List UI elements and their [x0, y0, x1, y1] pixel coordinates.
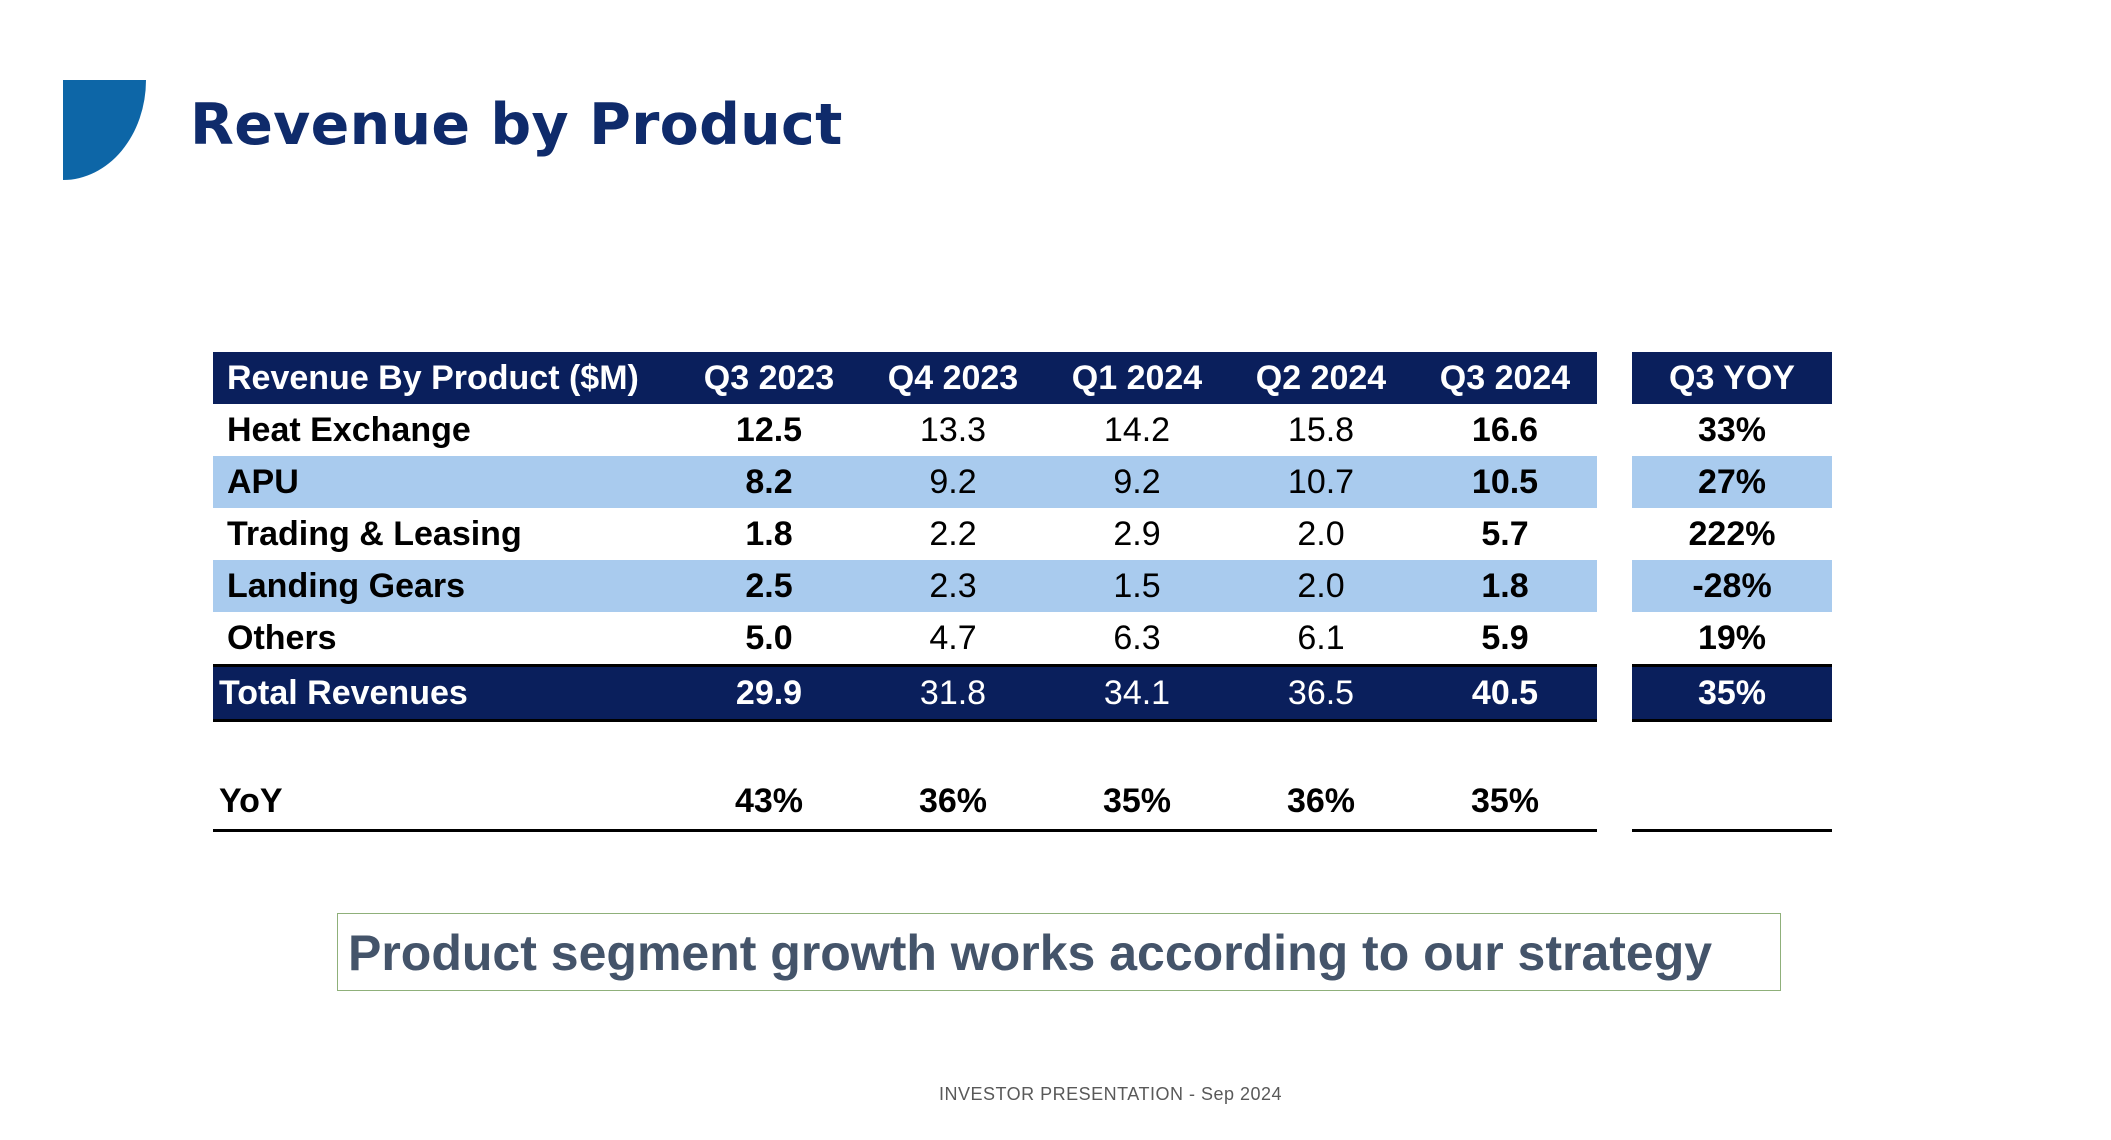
- cell: 4.7: [929, 618, 977, 657]
- cell: 14.2: [1103, 410, 1171, 449]
- cell: 36%: [861, 774, 1045, 832]
- row-label: Trading & Leasing: [227, 514, 522, 553]
- strategy-callout: Product segment growth works according t…: [337, 913, 1781, 991]
- cell: 2.3: [861, 560, 1045, 612]
- logo-shape: [63, 80, 146, 180]
- cell: 31.8: [861, 664, 1045, 722]
- cell: 35%: [1045, 774, 1229, 832]
- cell: 34.1: [1045, 664, 1229, 722]
- total-label: Total Revenues: [213, 664, 677, 722]
- row-label: Others: [227, 618, 337, 657]
- cell: -28%: [1632, 560, 1832, 612]
- cell: 2.9: [1113, 514, 1161, 553]
- yoy-row: [1632, 774, 1832, 832]
- table-row: 19%: [1632, 612, 1832, 666]
- cell: 1.8: [1413, 560, 1597, 612]
- q3-yoy-table: Q3 YOY 33% 27% 222% -28% 19% 35%: [1632, 352, 1832, 832]
- header-q2-2024: Q2 2024: [1229, 352, 1413, 404]
- cell: 40.5: [1413, 664, 1597, 722]
- cell: 33%: [1697, 410, 1767, 449]
- total-row: Total Revenues 29.9 31.8 34.1 36.5 40.5: [213, 664, 1597, 722]
- cell: 36%: [1229, 774, 1413, 832]
- cell: 35%: [1413, 774, 1597, 832]
- header-label: Revenue By Product ($M): [213, 352, 677, 404]
- table-row: Trading & Leasing 1.8 2.2 2.9 2.0 5.7: [213, 508, 1597, 560]
- cell: 36.5: [1229, 664, 1413, 722]
- cell: 9.2: [861, 456, 1045, 508]
- table-row: -28%: [1632, 560, 1832, 612]
- row-label: APU: [213, 456, 677, 508]
- row-label: Heat Exchange: [227, 410, 471, 449]
- cell: 2.2: [929, 514, 977, 553]
- cell: 12.5: [735, 410, 803, 449]
- cell: 1.8: [745, 514, 793, 553]
- row-label: Landing Gears: [213, 560, 677, 612]
- cell: 10.7: [1229, 456, 1413, 508]
- header-q3-yoy: Q3 YOY: [1632, 352, 1832, 404]
- revenue-table: Revenue By Product ($M) Q3 2023 Q4 2023 …: [213, 352, 1597, 832]
- table-header-row: Revenue By Product ($M) Q3 2023 Q4 2023 …: [213, 352, 1597, 404]
- cell: 2.0: [1297, 514, 1345, 553]
- cell: 15.8: [1287, 410, 1355, 449]
- table-row: 27%: [1632, 456, 1832, 508]
- cell: 27%: [1632, 456, 1832, 508]
- cell: 5.7: [1481, 514, 1529, 553]
- footer-text: INVESTOR PRESENTATION - Sep 2024: [938, 1084, 1283, 1104]
- cell: 13.3: [919, 410, 987, 449]
- table-row: Heat Exchange 12.5 13.3 14.2 15.8 16.6: [213, 404, 1597, 456]
- total-row: 35%: [1632, 664, 1832, 722]
- spacer-row: [213, 721, 1597, 775]
- cell: 43%: [677, 774, 861, 832]
- table-header-row: Q3 YOY: [1632, 352, 1832, 404]
- cell: 35%: [1632, 664, 1832, 722]
- empty-cell: [1632, 774, 1832, 832]
- cell: 9.2: [1045, 456, 1229, 508]
- table-row: Others 5.0 4.7 6.3 6.1 5.9: [213, 612, 1597, 666]
- cell: 2.5: [677, 560, 861, 612]
- table-row: Landing Gears 2.5 2.3 1.5 2.0 1.8: [213, 560, 1597, 612]
- header-q4-2023: Q4 2023: [861, 352, 1045, 404]
- spacer-cell: [213, 721, 1597, 775]
- cell: 5.9: [1481, 618, 1529, 657]
- spacer-cell: [1632, 721, 1832, 775]
- cell: 1.5: [1045, 560, 1229, 612]
- cell: 10.5: [1413, 456, 1597, 508]
- slide-title: Revenue by Product: [190, 92, 843, 158]
- cell: 16.6: [1471, 410, 1539, 449]
- cell: 8.2: [677, 456, 861, 508]
- yoy-row: YoY 43% 36% 35% 36% 35%: [213, 774, 1597, 832]
- table-row: APU 8.2 9.2 9.2 10.7 10.5: [213, 456, 1597, 508]
- table-row: 33%: [1632, 404, 1832, 456]
- cell: 6.1: [1297, 618, 1345, 657]
- cell: 6.3: [1113, 618, 1161, 657]
- header-q1-2024: Q1 2024: [1045, 352, 1229, 404]
- cell: 2.0: [1229, 560, 1413, 612]
- cell: 19%: [1697, 618, 1767, 657]
- spacer-row: [1632, 721, 1832, 775]
- header-q3-2023: Q3 2023: [677, 352, 861, 404]
- cell: 222%: [1688, 514, 1776, 553]
- cell: 5.0: [745, 618, 793, 657]
- cell: 29.9: [677, 664, 861, 722]
- table-row: 222%: [1632, 508, 1832, 560]
- header-q3-2024: Q3 2024: [1413, 352, 1597, 404]
- yoy-label: YoY: [213, 774, 677, 832]
